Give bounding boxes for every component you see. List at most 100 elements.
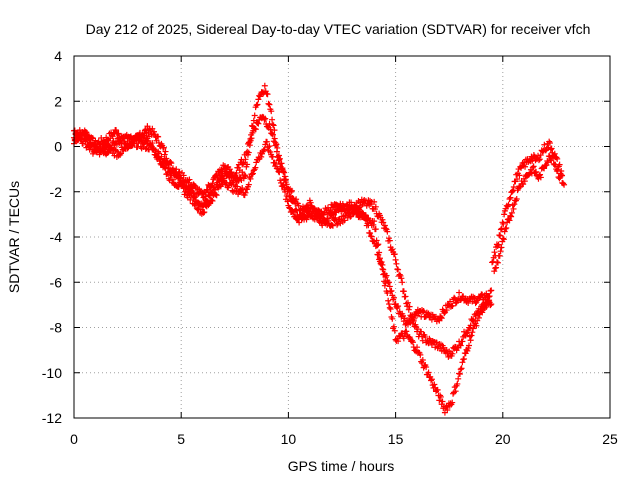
data-point-marker <box>146 133 153 140</box>
data-point-marker <box>494 243 501 250</box>
data-point-marker <box>447 298 454 305</box>
data-point-marker <box>161 164 168 171</box>
data-point-marker <box>88 134 95 141</box>
data-point-marker <box>82 138 89 145</box>
y-tick-label: -12 <box>42 410 62 426</box>
data-point-marker <box>514 176 521 183</box>
x-tick-label: 25 <box>602 431 618 447</box>
data-point-marker <box>307 199 314 206</box>
data-point-marker <box>149 140 156 147</box>
data-point-marker <box>242 156 249 163</box>
data-point-marker <box>310 204 317 211</box>
data-point-marker <box>150 128 157 135</box>
data-point-marker <box>247 175 254 182</box>
data-point-marker <box>374 242 381 249</box>
data-point-marker <box>485 298 492 305</box>
data-point-marker <box>500 236 507 243</box>
data-point-marker <box>437 314 444 321</box>
data-point-marker <box>419 357 426 364</box>
data-point-marker <box>180 172 187 179</box>
data-point-marker <box>509 188 516 195</box>
data-point-marker <box>521 178 528 185</box>
data-point-marker <box>408 313 415 320</box>
data-point-marker <box>449 350 456 357</box>
data-point-marker <box>270 122 277 129</box>
data-point-marker <box>537 174 544 181</box>
data-point-marker <box>243 150 250 157</box>
data-point-marker <box>536 156 543 163</box>
data-point-marker <box>419 308 426 315</box>
data-point-marker <box>395 338 402 345</box>
data-point-marker <box>387 306 394 313</box>
data-point-marker <box>280 182 287 189</box>
data-point-marker <box>493 264 500 271</box>
data-point-marker <box>173 166 180 173</box>
data-point-marker <box>324 217 331 224</box>
data-point-marker <box>488 287 495 294</box>
data-point-marker <box>261 116 268 123</box>
data-point-marker <box>234 183 241 190</box>
data-point-marker <box>535 157 542 164</box>
data-point-marker <box>392 256 399 263</box>
data-point-marker <box>227 180 234 187</box>
data-point-marker <box>118 140 125 147</box>
y-tick-label: -6 <box>50 274 63 290</box>
y-tick-label: 4 <box>54 48 62 64</box>
data-point-marker <box>379 216 386 223</box>
data-point-marker <box>254 101 261 108</box>
data-point-marker <box>267 126 274 133</box>
data-point-marker <box>185 179 192 186</box>
data-point-marker <box>457 366 464 373</box>
y-tick-label: 2 <box>54 93 62 109</box>
data-point-marker <box>428 377 435 384</box>
data-point-marker <box>500 220 507 227</box>
x-tick-label: 20 <box>495 431 511 447</box>
data-point-marker <box>439 398 446 405</box>
data-point-marker <box>113 127 120 134</box>
data-point-marker <box>516 183 523 190</box>
data-point-marker <box>451 294 458 301</box>
data-point-marker <box>561 181 568 188</box>
data-point-marker <box>203 186 210 193</box>
data-point-marker <box>386 301 393 308</box>
data-point-marker <box>459 359 466 366</box>
data-point-marker <box>383 272 390 279</box>
data-point-marker <box>206 200 213 207</box>
data-point-marker <box>510 184 517 191</box>
data-point-marker <box>179 182 186 189</box>
data-point-marker <box>287 193 294 200</box>
data-point-marker <box>506 217 513 224</box>
data-point-marker <box>261 146 268 153</box>
data-point-marker <box>488 301 495 308</box>
plot-frame <box>73 55 611 419</box>
data-point-marker <box>233 170 240 177</box>
data-point-marker <box>236 167 243 174</box>
data-point-marker <box>96 151 103 158</box>
data-point-marker <box>241 172 248 179</box>
data-point-marker <box>193 198 200 205</box>
data-point-marker <box>242 173 249 180</box>
data-point-marker <box>269 131 276 138</box>
data-point-marker <box>242 189 249 196</box>
data-point-marker <box>495 241 502 248</box>
y-tick-label: -2 <box>50 184 63 200</box>
y-tick-label: -10 <box>42 365 62 381</box>
data-point-marker <box>385 297 392 304</box>
data-point-marker <box>268 108 275 115</box>
data-point-marker <box>261 82 268 89</box>
data-point-marker <box>266 101 273 108</box>
data-point-marker <box>131 140 138 147</box>
data-point-marker <box>155 155 162 162</box>
data-point-marker <box>367 230 374 237</box>
data-point-marker <box>251 112 258 119</box>
data-point-marker <box>417 351 424 358</box>
data-point-marker <box>269 153 276 160</box>
data-point-marker <box>431 381 438 388</box>
data-point-marker <box>449 399 456 406</box>
data-point-marker <box>88 142 95 149</box>
data-point-marker <box>255 120 262 127</box>
data-point-marker <box>186 176 193 183</box>
data-point-marker <box>400 335 407 342</box>
series-trace-3 <box>71 129 493 416</box>
x-tick-label: 0 <box>70 431 78 447</box>
